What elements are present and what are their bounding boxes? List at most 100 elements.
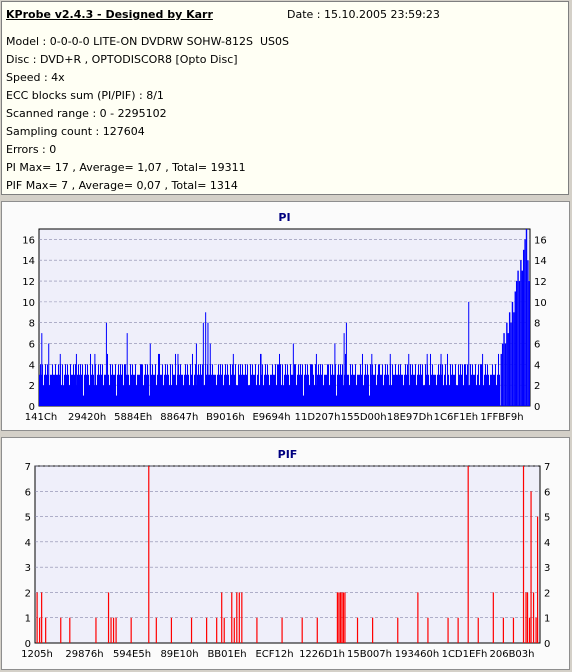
pi-xtick-label: 155D00h [341,412,387,423]
pi-bar [186,374,187,406]
pi-bar [209,374,210,406]
pi-bar [153,374,154,406]
pif-bar [372,617,374,643]
pi-bar [377,374,378,406]
pi-bar [65,364,66,406]
pi-bar [247,364,248,406]
pi-bar [467,364,468,406]
pi-bar [170,364,171,406]
pi-bar [511,301,514,406]
pi-bar [88,374,89,406]
pi-bar [343,333,345,406]
pi-bar [86,374,87,406]
pi-bar [406,374,407,406]
pi-bar [324,374,325,406]
pi-bar [105,374,106,406]
pi-bar [403,385,404,406]
pi-bar [482,353,484,406]
pi-bar [48,343,50,406]
pi-bar [309,385,310,406]
pi-bar [525,229,528,406]
pi-bar [260,353,262,406]
pif-bar [336,592,338,643]
pi-bar [416,385,417,406]
pi-ytick-label: 4 [29,360,35,371]
pi-bar [85,364,86,406]
pi-bar [258,364,259,406]
pi-bar [222,364,223,406]
pi-ytick-label-right: 0 [534,402,540,413]
pi-bar [257,374,258,406]
pif-bar [238,592,240,643]
pi-ytick-label-right: 4 [534,360,540,371]
pi-bar [435,374,436,406]
pi-bar [83,395,84,406]
pif-bar [60,617,62,643]
pif-xtick-label: ECF12h [255,649,293,660]
pif-ytick-label: 3 [25,563,31,574]
pi-xtick-label: 1C6F1Eh [434,412,478,423]
pif-bar [36,592,38,643]
pi-bar [440,353,442,406]
pi-bar [100,364,101,406]
pi-bar [133,374,134,406]
pi-bar [142,364,143,406]
pi-bar [260,353,261,406]
pif-bar [115,617,117,643]
pi-bar [326,374,327,406]
pi-bar [315,364,316,406]
pi-bar [499,374,500,406]
pi-bar [312,364,313,406]
pif-bar [69,617,71,643]
pi-bar [174,374,175,406]
pi-bar [431,374,432,406]
pi-bar [486,374,487,406]
pi-bar [169,385,170,406]
pi-ytick-label-right: 10 [534,298,547,309]
pi-bar [154,374,155,406]
pi-bar [460,364,461,406]
pi-bar [345,353,346,406]
pi-bar [57,374,58,406]
pif-bar [112,617,115,643]
pi-bar [487,364,488,406]
pi-bar [454,374,455,406]
pi-bar [128,374,129,406]
pi-bar [490,374,491,406]
pif-xtick-label: 1226D1h [299,649,345,660]
pi-bar [195,364,196,406]
pi-bar [197,374,198,406]
pi-bar [476,385,477,406]
pif-ytick-label-right: 3 [544,563,550,574]
pi-bar [199,374,200,406]
pif-bar [526,592,529,643]
pif-xtick-label: BB01Eh [207,649,246,660]
info-pif-stats: PIF Max= 7 , Average= 0,07 , Total= 1314 [6,179,238,192]
pi-bar [483,385,484,406]
pi-bar [414,374,415,406]
pif-bar [281,617,283,643]
pif-bar [233,617,235,643]
pif-xtick-label: 206B03h [489,649,534,660]
pi-bar [412,364,413,406]
pi-bar [274,374,275,406]
pi-bar [282,364,283,406]
pi-bar [244,374,245,406]
pi-bar [389,353,391,406]
pi-bar [40,364,41,406]
pi-bar [108,374,109,406]
pi-bar [392,364,393,406]
pi-bar [384,374,385,406]
pi-bar [447,353,448,406]
pi-bar [131,374,132,406]
pi-bar [508,312,511,406]
pi-bar [421,374,422,406]
pi-bar [366,374,367,406]
pi-bar [207,322,209,406]
pi-bar [46,374,47,406]
pi-bar [215,374,216,406]
pif-bar [148,466,150,643]
pi-bar [253,374,254,406]
pi-bar [464,364,465,406]
pi-bar [507,333,509,406]
